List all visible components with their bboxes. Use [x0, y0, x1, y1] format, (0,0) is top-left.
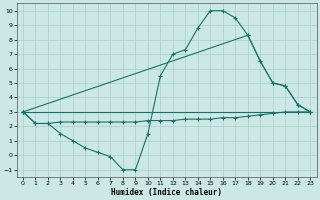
X-axis label: Humidex (Indice chaleur): Humidex (Indice chaleur): [111, 188, 222, 197]
